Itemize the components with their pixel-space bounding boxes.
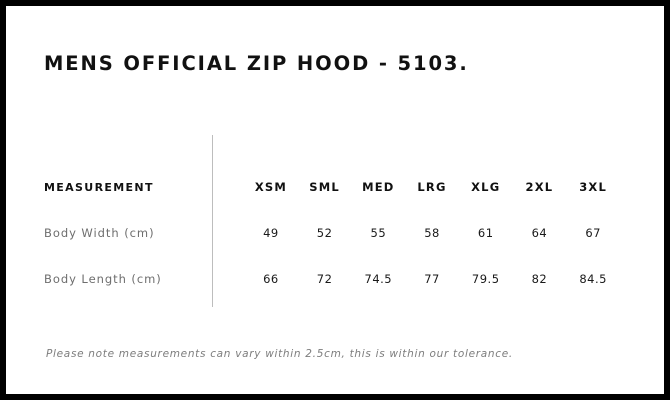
column-header-2xl: 2XL bbox=[525, 180, 554, 194]
vertical-divider bbox=[212, 135, 213, 307]
cell-body-length-2xl: 82 bbox=[531, 272, 548, 286]
cell-body-length-xsm: 66 bbox=[263, 272, 279, 286]
size-chart-table: MEASUREMENT XSM SML MED LRG XLG 2XL 3XL … bbox=[44, 164, 620, 302]
tolerance-note: Please note measurements can vary within… bbox=[46, 348, 513, 360]
column-header-3xl: 3XL bbox=[579, 180, 608, 194]
cell-body-width-med: 55 bbox=[370, 226, 387, 240]
cell-body-length-med: 74.5 bbox=[364, 272, 393, 286]
cell-body-width-3xl: 67 bbox=[585, 226, 601, 240]
row-label-body-width: Body Width (cm) bbox=[44, 226, 155, 240]
table-row: Body Width (cm) 49 52 55 58 61 64 67 bbox=[44, 210, 620, 256]
table-header: MEASUREMENT XSM SML MED LRG XLG 2XL 3XL bbox=[44, 164, 620, 210]
table-body: Body Width (cm) 49 52 55 58 61 64 67 Bod… bbox=[44, 210, 620, 302]
cell-body-width-2xl: 64 bbox=[531, 226, 548, 240]
column-header-lrg: LRG bbox=[417, 180, 447, 194]
row-label-body-length: Body Length (cm) bbox=[44, 272, 162, 286]
cell-body-length-xlg: 79.5 bbox=[471, 272, 500, 286]
cell-body-length-3xl: 84.5 bbox=[579, 272, 607, 286]
column-header-measurement: MEASUREMENT bbox=[44, 180, 154, 194]
column-header-xlg: XLG bbox=[471, 180, 501, 194]
cell-body-length-sml: 72 bbox=[316, 272, 333, 286]
cell-body-width-xsm: 49 bbox=[263, 226, 279, 240]
column-header-sml: SML bbox=[309, 180, 340, 194]
table-row: Body Length (cm) 66 72 74.5 77 79.5 82 8… bbox=[44, 256, 620, 302]
cell-body-width-lrg: 58 bbox=[424, 226, 440, 240]
cell-body-length-lrg: 77 bbox=[424, 272, 440, 286]
table-header-row: MEASUREMENT XSM SML MED LRG XLG 2XL 3XL bbox=[44, 164, 620, 210]
column-header-xsm: XSM bbox=[254, 180, 288, 194]
column-header-med: MED bbox=[362, 180, 395, 194]
page-title: MENS OFFICIAL ZIP HOOD - 5103. bbox=[44, 52, 469, 75]
content-frame: MENS OFFICIAL ZIP HOOD - 5103. MEASUREME… bbox=[6, 6, 664, 394]
cell-body-width-sml: 52 bbox=[316, 226, 333, 240]
cell-body-width-xlg: 61 bbox=[477, 226, 494, 240]
